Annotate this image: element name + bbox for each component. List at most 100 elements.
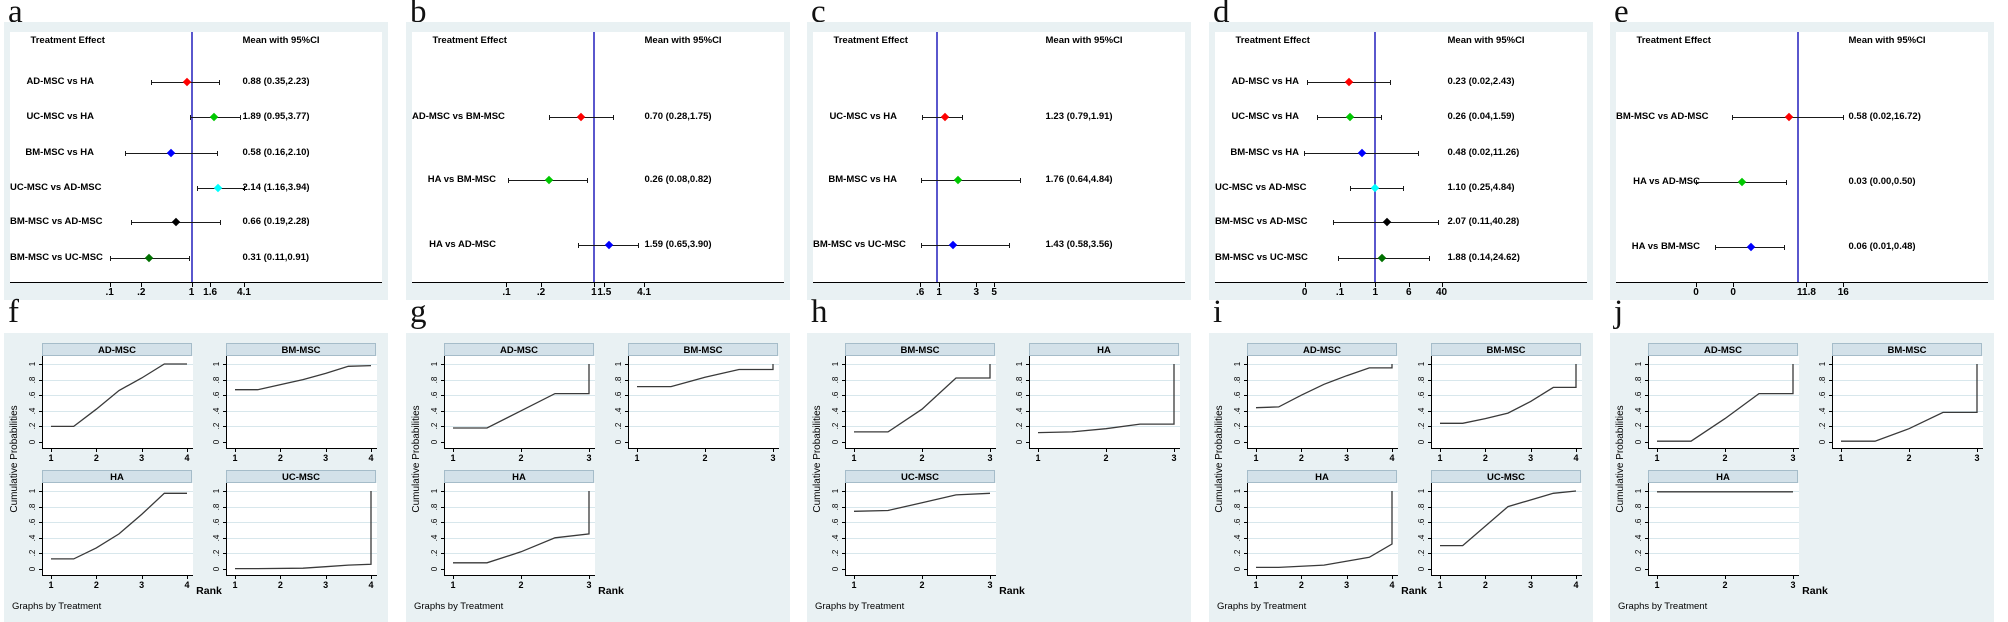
mean-marker (948, 240, 957, 250)
ci-cap-low (125, 151, 127, 156)
x-tick-label: 2 (919, 453, 925, 463)
comparison-label: HA vs AD-MSC (429, 239, 496, 250)
y-tick (223, 522, 227, 524)
y-tick-label: 0 (831, 566, 840, 572)
y-tick-label: 1 (1818, 361, 1827, 367)
mean-marker (1378, 253, 1387, 263)
y-tick-label: .8 (831, 503, 840, 510)
gridline (1030, 395, 1180, 397)
gridline (1248, 426, 1398, 428)
x-axis (412, 282, 784, 283)
gridline (445, 491, 595, 492)
gridline (846, 379, 996, 381)
gridline (1432, 395, 1582, 397)
y-tick-label: .2 (1417, 550, 1426, 557)
forest-plot-area: Treatment Effect Mean with 95%CI BM-MSC vs… (1616, 32, 1988, 282)
y-tick-label: 1 (212, 361, 221, 367)
x-tick (51, 448, 52, 452)
mean-marker (214, 183, 223, 193)
comparison-label: AD-MSC vs HA (1231, 76, 1299, 87)
mean-marker (577, 112, 586, 122)
column-header-mean-ci: Mean with 95%CI (1045, 35, 1123, 46)
x-tick-label: 3 (1171, 453, 1177, 463)
ci-cap-high (1009, 243, 1011, 248)
forest-panel-e: Treatment Effect Mean with 95%CI BM-MSC vs… (1610, 22, 1994, 300)
y-tick (1428, 379, 1432, 381)
y-tick-label: .4 (831, 534, 840, 542)
gridline (629, 379, 779, 381)
x-tick (1375, 283, 1377, 287)
ci-cap-low (1695, 180, 1697, 185)
rank-panel-j: Cumulative Probabilities AD-MSC 0 .2 .4 .6 .8 1… (1610, 333, 1994, 622)
y-tick-label: .4 (1634, 407, 1643, 415)
gridline (846, 522, 996, 524)
gridline (846, 553, 996, 555)
y-tick (1244, 410, 1248, 412)
gridline (43, 506, 193, 508)
ci-cap-low (921, 178, 923, 183)
forest-plot-area: Treatment Effect Mean with 95%CI AD-MSC vs… (412, 32, 784, 282)
x-axis-label: Rank (999, 585, 1025, 597)
x-tick-label: 3 (1790, 453, 1796, 463)
y-tick (625, 426, 629, 428)
mean-ci-value: 0.58 (0.16,2.10) (242, 147, 310, 158)
y-tick (1645, 491, 1649, 492)
ci-cap-high (1429, 256, 1431, 261)
column-header-mean-ci: Mean with 95%CI (242, 35, 320, 46)
y-tick-label: 0 (1417, 566, 1426, 572)
x-tick-label: 1 (591, 287, 597, 298)
x-tick-label: 0 (1730, 287, 1736, 298)
x-tick (1576, 575, 1577, 579)
y-tick-label: 1 (430, 488, 439, 494)
mean-marker (1345, 112, 1354, 122)
gridline (227, 395, 377, 397)
x-axis-label: Rank (598, 585, 624, 597)
y-tick-label: 1 (28, 488, 37, 494)
y-tick (1645, 379, 1649, 381)
y-tick (39, 491, 43, 492)
comparison-label: BM-MSC vs UC-MSC (1215, 252, 1308, 263)
x-tick-label: 1 (48, 453, 54, 463)
curve-path (637, 364, 774, 388)
x-tick (1725, 448, 1726, 452)
x-tick-label: 3 (323, 453, 329, 463)
x-tick-label: 1 (936, 287, 942, 298)
gridline (1649, 506, 1799, 508)
ci-cap-low (1714, 245, 1716, 250)
forest-panel-b: Treatment Effect Mean with 95%CI AD-MSC vs… (406, 22, 790, 300)
x-tick (990, 448, 991, 452)
x-tick (1339, 283, 1341, 287)
mean-marker (1371, 183, 1380, 193)
x-tick (1106, 448, 1107, 452)
x-tick (1576, 448, 1577, 452)
x-tick-label: 40 (1435, 287, 1448, 298)
y-tick (1244, 569, 1248, 570)
y-tick (842, 364, 846, 365)
subplot-title-HA: HA (444, 470, 594, 483)
cumulative-probability-curve (235, 491, 372, 570)
mean-ci-value: 2.14 (1.16,3.94) (242, 182, 310, 193)
mean-marker (953, 175, 962, 185)
y-tick-label: .2 (212, 423, 221, 430)
x-tick (589, 575, 590, 579)
x-tick (1725, 575, 1726, 579)
ci-cap-high (961, 115, 963, 120)
y-tick (1829, 379, 1833, 381)
cumulative-probability-curve (1440, 490, 1577, 547)
subplot-plot-AD-MSC: 0 .2 .4 .6 .8 1 1 2 3 4 (1233, 356, 1398, 463)
y-tick-label: 0 (28, 566, 37, 572)
ci-cap-high (220, 220, 222, 225)
y-tick-label: .6 (1417, 391, 1426, 399)
y-tick (441, 569, 445, 570)
comparison-label: BM-MSC vs HA (25, 147, 94, 158)
mean-marker (940, 112, 949, 122)
subplot-title-AD-MSC: AD-MSC (1247, 343, 1397, 356)
subplot-plot-HA: 0 .2 .4 .6 .8 1 1 2 3 (1015, 356, 1180, 463)
y-tick-label: .2 (1634, 423, 1643, 430)
x-tick (1793, 575, 1794, 579)
x-tick-label: 1 (450, 580, 456, 590)
y-tick (1244, 522, 1248, 524)
y-tick-label: .6 (212, 391, 221, 399)
y-tick (1244, 379, 1248, 381)
x-tick (593, 283, 595, 287)
